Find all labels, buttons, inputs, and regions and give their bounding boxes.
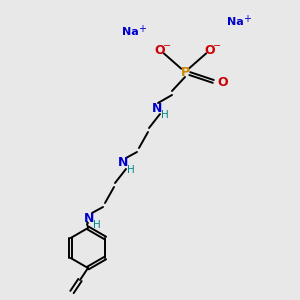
Text: −: − bbox=[163, 41, 171, 51]
Text: O: O bbox=[218, 76, 228, 89]
Text: +: + bbox=[243, 14, 251, 24]
Text: P: P bbox=[180, 65, 190, 79]
Text: O: O bbox=[205, 44, 215, 56]
Text: Na: Na bbox=[122, 27, 138, 37]
Text: H: H bbox=[161, 110, 169, 120]
Text: O: O bbox=[155, 44, 165, 56]
Text: N: N bbox=[152, 101, 162, 115]
Text: −: − bbox=[213, 41, 221, 51]
Text: H: H bbox=[127, 165, 135, 175]
Text: H: H bbox=[93, 220, 101, 230]
Text: N: N bbox=[84, 212, 94, 224]
Text: Na: Na bbox=[226, 17, 243, 27]
Text: N: N bbox=[118, 157, 128, 169]
Text: +: + bbox=[138, 24, 146, 34]
